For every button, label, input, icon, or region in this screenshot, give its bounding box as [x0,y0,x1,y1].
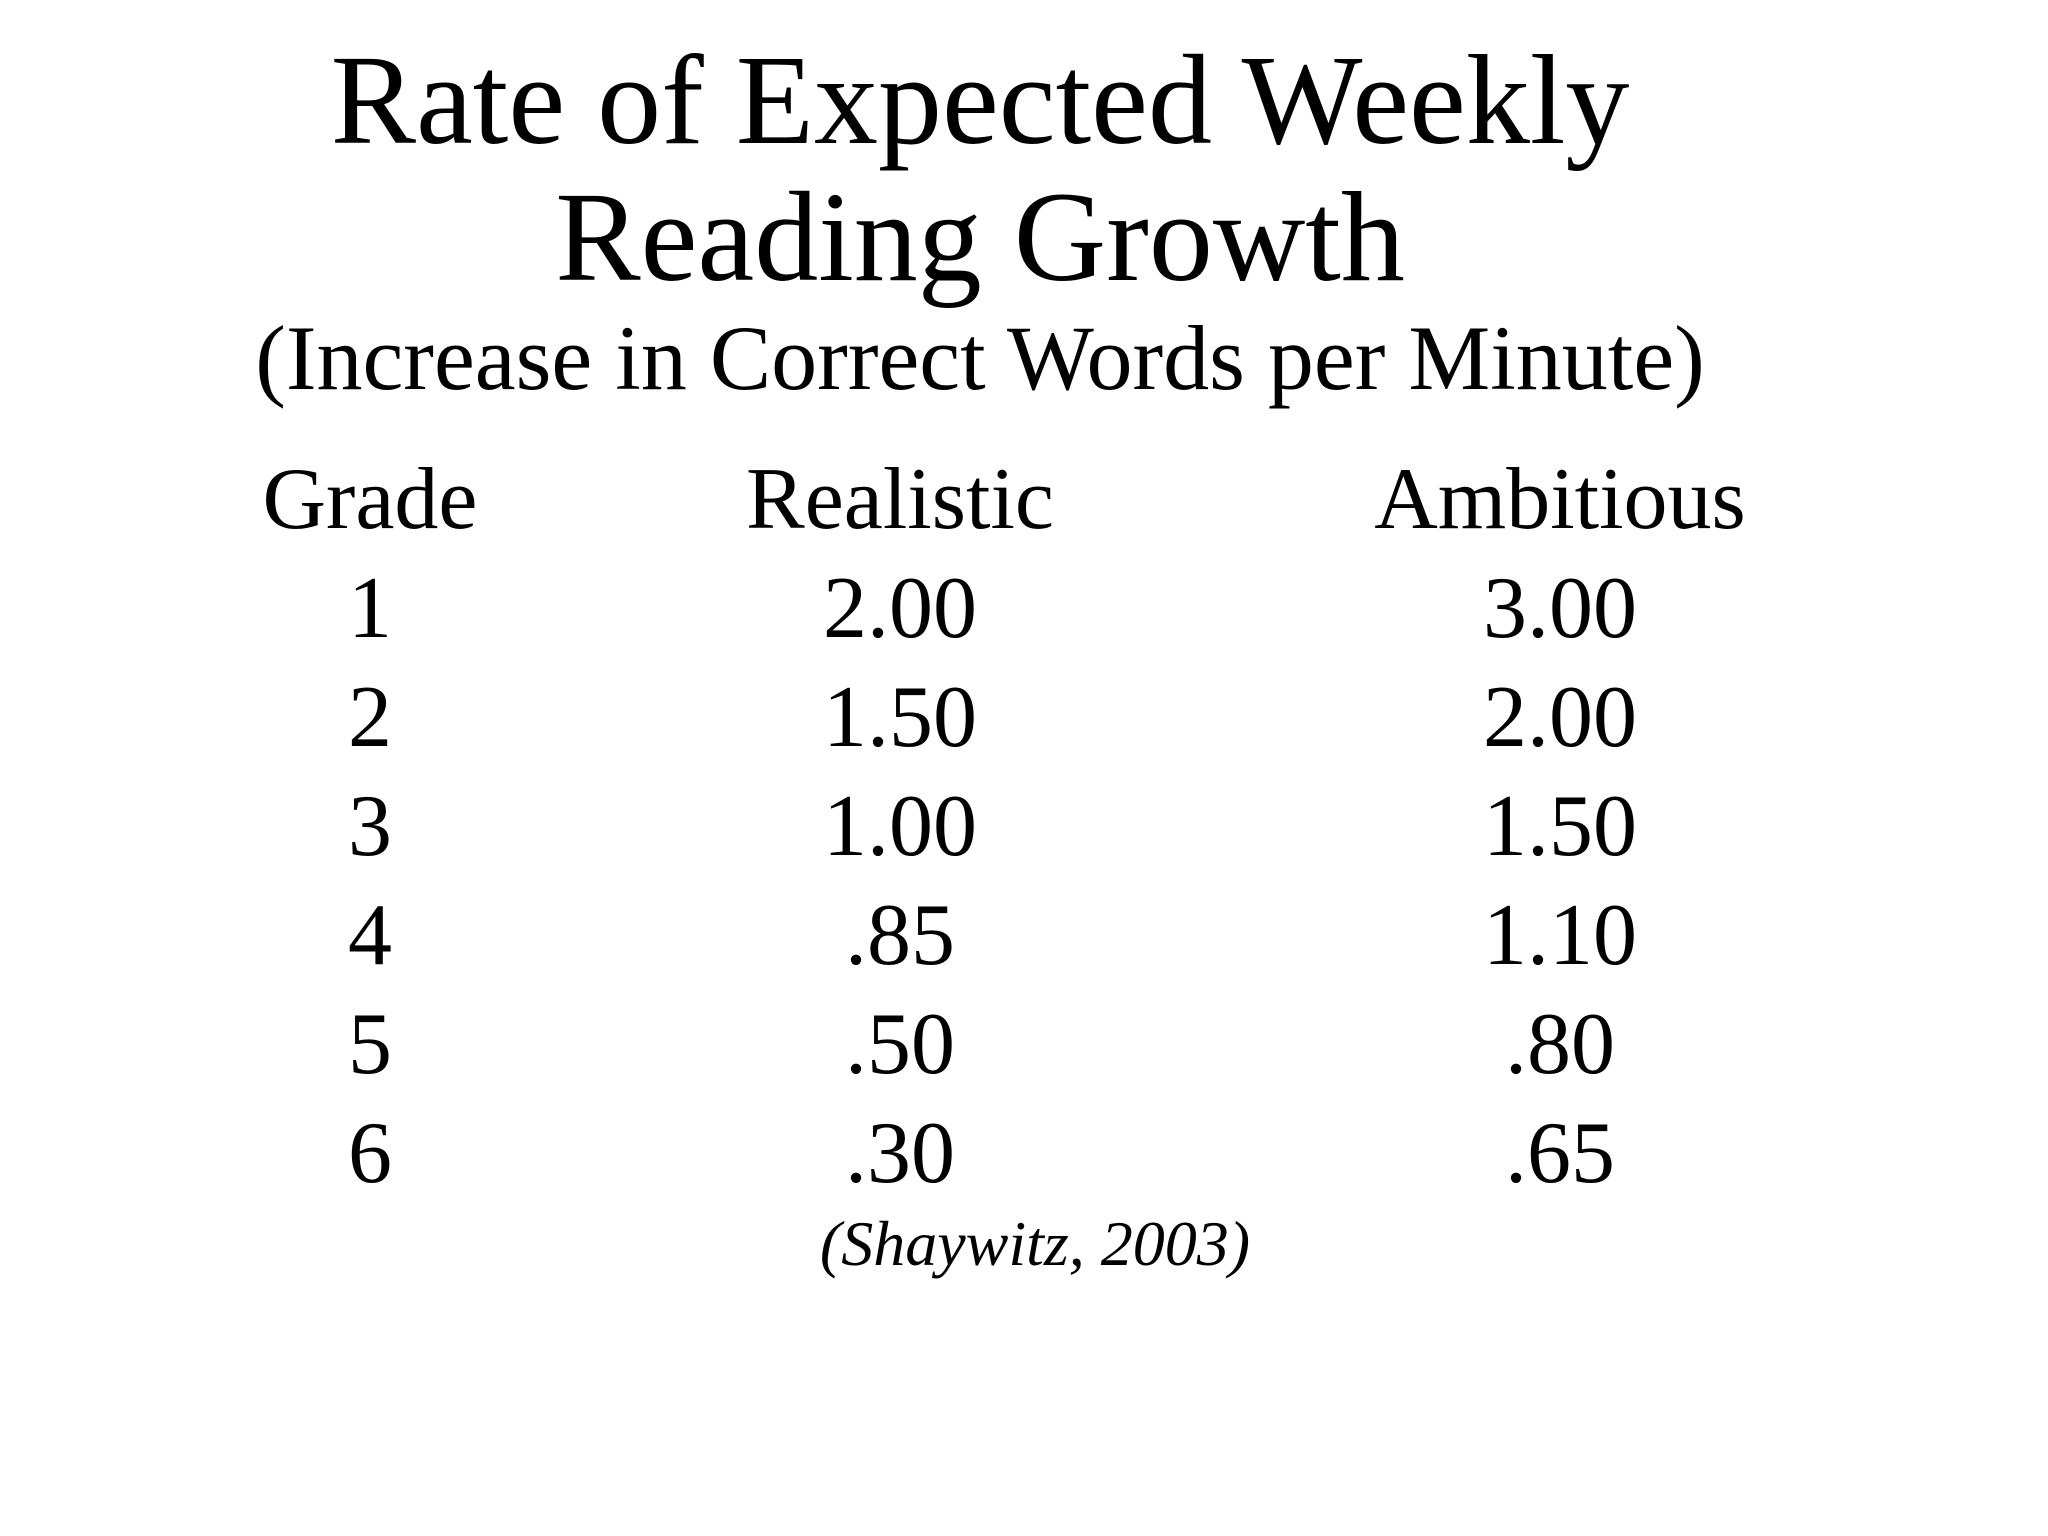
table-cell-grade-row3: 3 [348,778,392,875]
column-header-realistic: Realistic [746,451,1054,548]
column-realistic: Realistic 2.00 1.50 1.00 .85 .50 .30 [640,445,1160,1208]
source-citation: (Shaywitz, 2003) [819,1208,1251,1279]
table-cell-realistic-row5: .50 [845,996,955,1093]
table-cell-realistic-row2: 1.50 [823,669,977,766]
title-block: Rate of Expected Weekly Reading Growth (… [0,32,1960,412]
page-subtitle: (Increase in Correct Words per Minute) [255,306,1705,409]
table-cell-realistic-row6: .30 [845,1105,955,1202]
page-title-line-2: Reading Growth [555,165,1405,308]
table-cell-realistic-row1: 2.00 [823,560,977,657]
column-header-grade: Grade [262,451,478,548]
table-cell-realistic-row4: .85 [845,887,955,984]
table-cell-ambitious-row4: 1.10 [1483,887,1637,984]
table-cell-grade-row5: 5 [348,996,392,1093]
table-cell-ambitious-row6: .65 [1505,1105,1615,1202]
table-cell-ambitious-row2: 2.00 [1483,669,1637,766]
growth-table: Grade 1 2 3 4 5 6 Realistic 2.00 1.50 1.… [0,445,2048,1215]
page-title-line-1: Rate of Expected Weekly [330,29,1630,171]
column-ambitious: Ambitious 3.00 2.00 1.50 1.10 .80 .65 [1300,445,1820,1208]
table-cell-grade-row2: 2 [348,669,392,766]
table-cell-realistic-row3: 1.00 [823,778,977,875]
table-cell-grade-row6: 6 [348,1105,392,1202]
column-header-ambitious: Ambitious [1374,451,1746,548]
table-cell-grade-row1: 1 [348,560,392,657]
column-grade: Grade 1 2 3 4 5 6 [160,445,580,1208]
table-cell-grade-row4: 4 [348,887,392,984]
table-cell-ambitious-row3: 1.50 [1483,778,1637,875]
table-cell-ambitious-row5: .80 [1505,996,1615,1093]
table-cell-ambitious-row1: 3.00 [1483,560,1637,657]
